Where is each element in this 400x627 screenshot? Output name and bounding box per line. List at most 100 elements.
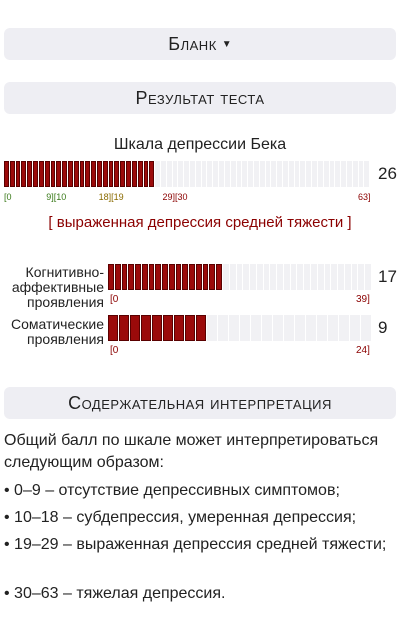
main-scale-cell — [230, 161, 236, 187]
subscale-1-cell — [223, 264, 229, 290]
main-scale-cell — [131, 161, 137, 187]
subscale-2-cell — [196, 315, 206, 341]
blank-button-label: Бланк — [168, 33, 217, 54]
scale-tick-label: 18][19 — [98, 192, 124, 202]
main-scale-cell — [79, 161, 85, 187]
subscale-1-cell — [338, 264, 344, 290]
subscale-1-cell — [331, 264, 338, 290]
main-scale-cell — [21, 161, 27, 187]
subscale-1-cell — [365, 264, 371, 290]
subscale-2-bar — [108, 315, 372, 341]
interpretation-item: • 30–63 – тяжелая депрессия. — [4, 585, 226, 602]
subscale-1-cell — [256, 264, 263, 290]
main-scale-cell — [33, 161, 38, 187]
subscale-2-score: 9 — [378, 318, 388, 337]
subscale-1-cell — [168, 264, 175, 290]
subscale-1-cell — [216, 264, 223, 290]
main-scale-cell — [190, 161, 195, 187]
main-scale-cell — [329, 161, 335, 187]
main-scale-cell — [242, 161, 248, 187]
subscale-1-label-line: аффективные — [11, 279, 104, 295]
main-scale-cell — [306, 161, 312, 187]
subscale-1-cell — [283, 264, 290, 290]
main-scale-cell — [178, 161, 184, 187]
subscale-2-cell — [284, 315, 294, 341]
main-scale-cell — [213, 161, 219, 187]
subscale-2-cell — [328, 315, 338, 341]
main-scale-cell — [114, 161, 120, 187]
blank-button[interactable]: Бланк ▼ — [4, 28, 396, 60]
main-score: 26 — [378, 164, 397, 183]
main-scale-cell — [364, 161, 370, 187]
subscale-2-cell — [350, 315, 360, 341]
subscale-1-cell — [209, 264, 216, 290]
subscale-1-cell — [277, 264, 283, 290]
scale-tick-label: [0 — [4, 192, 12, 202]
main-scale-cell — [201, 161, 207, 187]
main-scale-bar — [4, 161, 370, 187]
main-scale-cell — [97, 161, 102, 187]
subscale-1-cell — [135, 264, 141, 290]
main-scale-cell — [224, 161, 230, 187]
subscale-1-cell — [148, 264, 155, 290]
main-scale-cell — [56, 161, 62, 187]
subscale-1-cell — [297, 264, 304, 290]
subscale-2-cell — [152, 315, 162, 341]
main-scale-cell — [294, 161, 300, 187]
subscale-2-cell — [273, 315, 283, 341]
subscale-1-cell — [128, 264, 135, 290]
main-scale-cell — [358, 161, 364, 187]
main-scale-cell — [27, 161, 33, 187]
subscale-2-cell — [361, 315, 371, 341]
main-scale-cell — [317, 161, 323, 187]
main-scale-cell — [50, 161, 56, 187]
main-scale-cell — [195, 161, 201, 187]
subscale-2-cell — [262, 315, 272, 341]
subscale-1-cell — [175, 264, 182, 290]
subscale-1-cell — [229, 264, 236, 290]
chevron-down-icon: ▼ — [221, 38, 232, 50]
subscale-1-min: [0 — [110, 294, 119, 305]
subscale-2-label: Соматические проявления — [4, 317, 104, 347]
subscale-2-cell — [130, 315, 140, 341]
main-scale-cell — [172, 161, 178, 187]
subscale-1-cell — [182, 264, 189, 290]
main-scale-cell — [219, 161, 224, 187]
main-scale-cell — [346, 161, 352, 187]
subscale-1-cell — [263, 264, 270, 290]
subscale-1-cell — [270, 264, 277, 290]
subscale-1-cell — [162, 264, 168, 290]
main-scale-cell — [259, 161, 265, 187]
main-scale-cell — [155, 161, 160, 187]
subscale-1-label-line: Когнитивно- — [25, 264, 104, 280]
main-scale-cell — [288, 161, 294, 187]
main-scale-cell — [62, 161, 67, 187]
main-scale-cell — [44, 161, 50, 187]
interpretation-header-label: Содержательная интерпретация — [68, 392, 332, 413]
subscale-2-cell — [218, 315, 228, 341]
subscale-1-cell — [290, 264, 297, 290]
main-scale-cell — [277, 161, 282, 187]
subscale-1-cell — [250, 264, 256, 290]
main-scale-cell — [335, 161, 341, 187]
subscale-1-cell — [189, 264, 195, 290]
subscale-1-cell — [358, 264, 365, 290]
result-header-label: Результат теста — [135, 87, 265, 108]
interpretation-item: • 0–9 – отсутствие депрессивных симптомо… — [4, 482, 340, 499]
subscale-2-cell — [119, 315, 129, 341]
main-scale-cell — [352, 161, 358, 187]
scale-tick-label: 63] — [358, 192, 371, 202]
subscale-1-cell — [155, 264, 162, 290]
subscale-1-cell — [304, 264, 310, 290]
subscale-1-cell — [243, 264, 250, 290]
subscale-2-label-line: проявления — [27, 331, 104, 347]
main-scale-cell — [207, 161, 213, 187]
main-scale-ticks: [0 9][10 18][19 29][30 63] — [4, 192, 371, 204]
subscale-2-min: [0 — [110, 345, 119, 356]
main-scale-cell — [67, 161, 73, 187]
subscale-2-cell — [251, 315, 261, 341]
main-scale-cell — [341, 161, 346, 187]
main-scale-cell — [38, 161, 44, 187]
subscale-1-max: 39] — [356, 294, 370, 305]
subscale-1-cell — [141, 264, 148, 290]
